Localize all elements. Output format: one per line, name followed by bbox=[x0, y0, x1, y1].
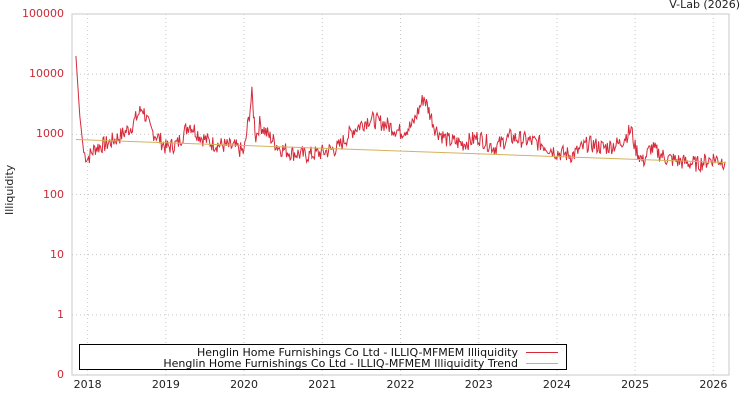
legend-item-trend: Henglin Home Furnishings Co Ltd - ILLIQ-… bbox=[163, 357, 558, 370]
illiquidity-line bbox=[75, 56, 726, 173]
x-tick-label: 2025 bbox=[621, 378, 650, 391]
y-tick-label: 10000 bbox=[29, 67, 64, 81]
x-tick-label: 2021 bbox=[308, 378, 337, 391]
legend-swatch-gold-line bbox=[526, 363, 558, 364]
legend-item-illiquidity: Henglin Home Furnishings Co Ltd - ILLIQ-… bbox=[197, 346, 558, 359]
x-tick-label: 2020 bbox=[230, 378, 259, 391]
y-tick-label: 10 bbox=[50, 247, 64, 261]
y-tick-label: 1000 bbox=[36, 127, 64, 141]
trend-line bbox=[75, 139, 726, 164]
y-tick-label: 0 bbox=[57, 368, 64, 381]
x-tick-label: 2023 bbox=[464, 378, 493, 391]
y-tick-label: 1 bbox=[57, 307, 64, 321]
chart-credit: V-Lab (2026) bbox=[669, 0, 740, 11]
legend-label-trend: Henglin Home Furnishings Co Ltd - ILLIQ-… bbox=[163, 357, 518, 370]
x-tick-label: 2019 bbox=[151, 378, 180, 391]
x-tick-label: 2022 bbox=[386, 378, 415, 391]
legend-swatch-red-line bbox=[526, 352, 558, 353]
legend-label-illiquidity: Henglin Home Furnishings Co Ltd - ILLIQ-… bbox=[196, 346, 518, 359]
x-tick-label: 2024 bbox=[542, 378, 571, 391]
y-tick-label: 100000 bbox=[22, 7, 64, 20]
x-tick-label: 2026 bbox=[699, 378, 728, 391]
y-tick-label: 100 bbox=[43, 187, 64, 201]
chart-legend: Henglin Home Furnishings Co Ltd - ILLIQ-… bbox=[79, 344, 567, 370]
x-tick-label: 2018 bbox=[73, 378, 102, 391]
